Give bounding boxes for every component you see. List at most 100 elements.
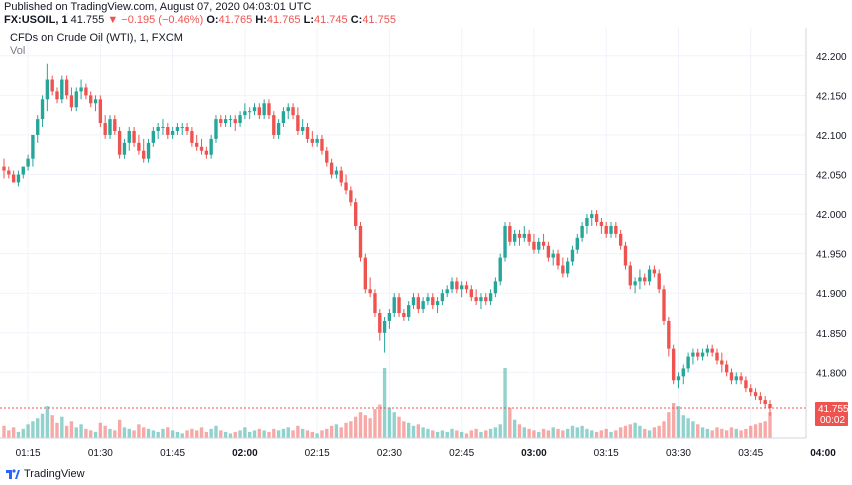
- candle-body: [643, 277, 647, 282]
- price-axis[interactable]: 42.200 42.150 42.100 42.050 42.000 41.950 41.9…: [816, 52, 847, 380]
- volume-bar: [604, 428, 608, 438]
- candle-body: [657, 273, 661, 290]
- volume-bar: [363, 415, 368, 438]
- candle-body: [763, 400, 767, 405]
- candle-body: [281, 111, 286, 124]
- last-price-badge: 41.755 00:02: [815, 402, 849, 426]
- volume-bar: [633, 422, 637, 438]
- candle-body: [715, 352, 719, 361]
- candle-body: [720, 360, 724, 365]
- candle-body: [45, 79, 50, 100]
- volume-bar: [623, 425, 628, 438]
- candle-body: [575, 237, 579, 250]
- volume-bar: [392, 412, 396, 438]
- volume-bar: [753, 424, 758, 438]
- candle-body: [397, 297, 401, 314]
- published-text: Published on TradingView.com, August 07,…: [4, 1, 312, 13]
- symbol-label[interactable]: FX:USOIL, 1: [4, 14, 68, 26]
- volume-bar: [715, 427, 719, 438]
- volume-bar: [219, 430, 223, 438]
- volume-bar: [724, 430, 729, 438]
- volume-bar: [652, 427, 657, 438]
- volume-bar: [64, 425, 69, 438]
- footer-brand[interactable]: TradingView: [6, 468, 85, 480]
- candle-body: [334, 170, 339, 175]
- volume-bar: [421, 427, 425, 438]
- candle-body: [93, 99, 98, 104]
- volume-bar: [204, 431, 209, 438]
- volume-bar: [243, 427, 247, 438]
- candle-body: [537, 241, 541, 250]
- volume-bar: [272, 428, 276, 438]
- time-tick-label: 04:00: [810, 448, 836, 459]
- volume-bar: [691, 421, 695, 438]
- candle-body: [623, 245, 628, 266]
- candle-body: [532, 241, 536, 250]
- candle-body: [378, 313, 382, 333]
- candle-body: [11, 174, 16, 183]
- candle-body: [662, 289, 666, 321]
- candle-body: [455, 281, 459, 290]
- candle-body: [373, 293, 377, 314]
- candle-body: [252, 107, 257, 112]
- volume-bar: [334, 424, 339, 438]
- candle-body: [580, 225, 584, 238]
- candle-body: [233, 119, 237, 124]
- candle-body: [594, 214, 599, 222]
- volume-bar: [195, 430, 199, 438]
- volume-bar: [628, 424, 632, 438]
- volume-bar: [382, 368, 387, 438]
- candle-body: [185, 127, 189, 131]
- volume-bar: [320, 430, 324, 438]
- volume-bar: [493, 427, 498, 438]
- volume-bar: [228, 433, 233, 438]
- candle-body: [272, 115, 276, 135]
- volume-bar: [435, 431, 440, 438]
- time-axis[interactable]: 01:15 01:30 01:45 02:00 02:15 02:30 02:45 03:00…: [16, 448, 837, 459]
- volume-bar: [498, 424, 502, 438]
- chart-title: CFDs on Crude Oil (WTI), 1, FXCM: [10, 32, 183, 44]
- volume-bar: [233, 431, 237, 438]
- price-tick-label: 41.900: [816, 289, 847, 300]
- candle-body: [40, 99, 45, 120]
- volume-bar: [450, 428, 454, 438]
- volume-bar: [508, 407, 512, 438]
- volume-bar: [561, 430, 565, 438]
- candle-body: [151, 130, 156, 143]
- time-tick-label: 01:30: [88, 448, 113, 459]
- price-tick-label: 42.050: [816, 171, 847, 182]
- time-tick-label: 03:15: [594, 448, 619, 459]
- volume-bar: [199, 427, 204, 438]
- candle-body: [705, 348, 710, 353]
- volume-bar: [45, 406, 50, 438]
- candle-body: [127, 130, 131, 143]
- chart-header: Published on TradingView.com, August 07,…: [0, 0, 852, 32]
- volume-bar: [517, 424, 522, 438]
- volume-bar: [50, 415, 54, 438]
- volume-bar: [286, 427, 290, 438]
- price-chart[interactable]: 42.200 42.150 42.100 42.050 42.000 41.950 41.9…: [0, 28, 852, 468]
- candle-body: [339, 170, 343, 183]
- change-value: −0.195 (−0.46%): [121, 14, 204, 26]
- candle-body: [445, 289, 449, 294]
- low-label: L:: [303, 14, 314, 26]
- candle-body: [686, 356, 690, 369]
- time-tick-label: 03:00: [521, 448, 547, 459]
- volume-bar: [729, 427, 734, 438]
- volume-bar: [378, 404, 382, 438]
- volume-bar: [122, 427, 127, 438]
- candle-body: [464, 285, 469, 290]
- price-tick-label: 41.800: [816, 368, 847, 379]
- candle-body: [382, 320, 387, 333]
- volume-bar: [267, 431, 271, 438]
- volume-bar: [301, 428, 305, 438]
- volume-bar: [749, 425, 753, 438]
- candle-body: [170, 130, 175, 135]
- volume-bar: [474, 428, 478, 438]
- volume-bar: [565, 428, 570, 438]
- volume-bar: [469, 430, 473, 438]
- candle-body: [392, 297, 396, 314]
- volume-bar: [291, 430, 295, 438]
- candle-body: [243, 111, 247, 116]
- volume-bar: [710, 430, 714, 438]
